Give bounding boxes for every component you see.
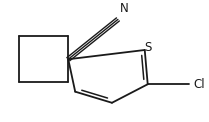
Text: N: N — [120, 2, 128, 15]
Text: Cl: Cl — [193, 78, 205, 91]
Text: S: S — [144, 41, 151, 54]
